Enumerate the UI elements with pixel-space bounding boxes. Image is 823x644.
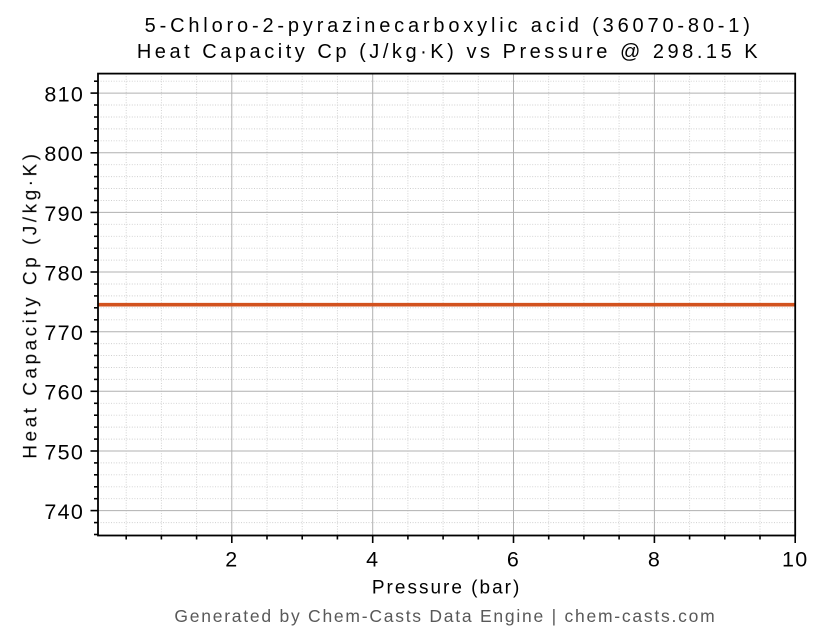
svg-text:Heat Capacity Cp (J/kg·K): Heat Capacity Cp (J/kg·K) — [21, 151, 42, 459]
svg-text:Pressure (bar): Pressure (bar) — [372, 577, 521, 598]
svg-text:740: 740 — [44, 500, 84, 524]
svg-text:770: 770 — [44, 321, 84, 345]
svg-text:Generated by Chem-Casts Data E: Generated by Chem-Casts Data Engine | ch… — [174, 606, 716, 626]
svg-text:800: 800 — [44, 142, 84, 166]
svg-text:8: 8 — [648, 548, 661, 572]
svg-text:4: 4 — [366, 548, 379, 572]
svg-text:10: 10 — [782, 548, 808, 572]
svg-text:810: 810 — [44, 83, 84, 107]
svg-text:Heat Capacity Cp (J/kg·K) vs P: Heat Capacity Cp (J/kg·K) vs Pressure @ … — [137, 41, 761, 63]
svg-text:790: 790 — [44, 202, 84, 226]
svg-text:750: 750 — [44, 440, 84, 464]
svg-text:2: 2 — [225, 548, 238, 572]
svg-text:6: 6 — [507, 548, 520, 572]
svg-text:780: 780 — [44, 261, 84, 285]
svg-text:5-Chloro-2-pyrazinecarboxylic: 5-Chloro-2-pyrazinecarboxylic acid (3607… — [145, 15, 754, 37]
svg-text:760: 760 — [44, 381, 84, 405]
